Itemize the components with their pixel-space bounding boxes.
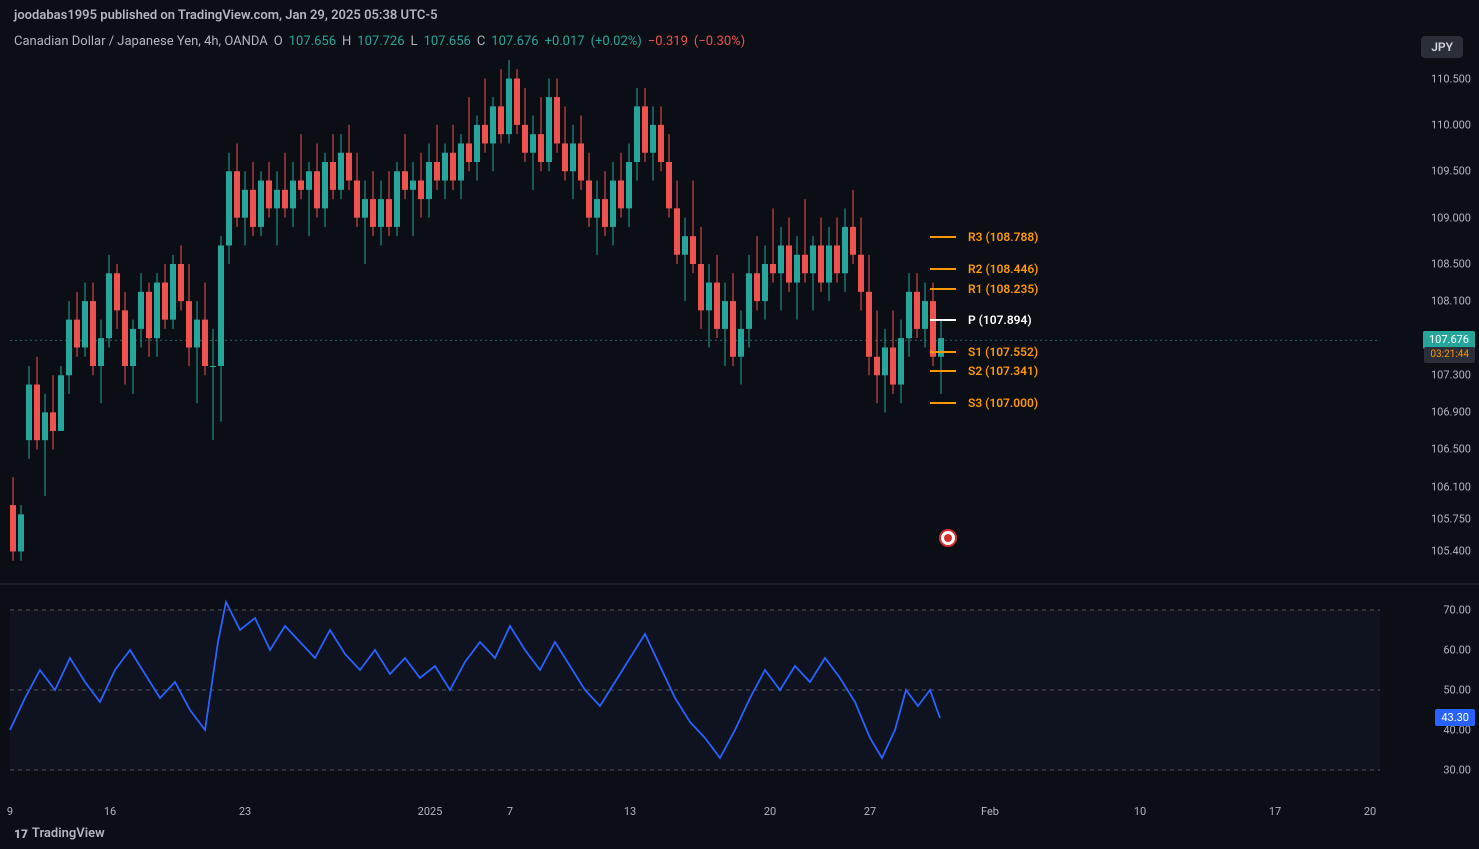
ohlc-o: 107.656 xyxy=(289,34,336,49)
chart-container[interactable] xyxy=(0,30,1479,849)
ohlc-c: 107.676 xyxy=(491,34,538,49)
price-axis-label: 110.500 xyxy=(1431,72,1471,85)
countdown-tag: 03:21:44 xyxy=(1424,347,1475,363)
pivot-label: S1 (107.552) xyxy=(968,345,1038,359)
time-axis-label: 2025 xyxy=(418,805,443,818)
time-axis-label: 20 xyxy=(1364,805,1376,818)
chart-svg xyxy=(0,30,1479,849)
ohlc-c-label: C xyxy=(477,34,485,49)
rsi-axis-label: 50.00 xyxy=(1443,684,1471,697)
publish-text: joodabas1995 published on TradingView.co… xyxy=(14,8,438,23)
pivot-tick xyxy=(930,370,956,372)
current-price-tag: 107.676 xyxy=(1423,331,1475,348)
price-axis-label: 108.500 xyxy=(1431,258,1471,271)
pivot-label: R2 (108.446) xyxy=(968,262,1038,276)
change-abs: +0.017 xyxy=(545,34,585,49)
change2-abs: −0.319 xyxy=(648,34,688,49)
chart-legend: Canadian Dollar / Japanese Yen, 4h, OAND… xyxy=(14,34,745,49)
footer-brand: 17 TradingView xyxy=(14,826,105,841)
symbol-name: Canadian Dollar / Japanese Yen, 4h, OAND… xyxy=(14,34,268,49)
change2-pct: (−0.30%) xyxy=(694,34,745,49)
ohlc-l: 107.656 xyxy=(424,34,471,49)
event-marker-icon[interactable] xyxy=(939,529,957,547)
time-axis-label: 17 xyxy=(1269,805,1281,818)
price-axis-label: 106.500 xyxy=(1431,443,1471,456)
pivot-label: P (107.894) xyxy=(968,313,1032,327)
publish-header: joodabas1995 published on TradingView.co… xyxy=(0,0,1479,31)
time-axis-label: Feb xyxy=(981,805,999,818)
pivot-tick xyxy=(930,288,956,290)
rsi-value-tag: 43.30 xyxy=(1435,709,1475,726)
pivot-tick xyxy=(930,402,956,404)
tv-logo-icon: 17 xyxy=(14,827,28,841)
ohlc-l-label: L xyxy=(411,34,418,49)
currency-badge[interactable]: JPY xyxy=(1421,36,1463,58)
pivot-label: S2 (107.341) xyxy=(968,364,1038,378)
pivot-label: R1 (108.235) xyxy=(968,282,1038,296)
price-axis-label: 107.300 xyxy=(1431,369,1471,382)
pivot-tick xyxy=(930,236,956,238)
brand-text: TradingView xyxy=(32,826,105,841)
rsi-axis-label: 70.00 xyxy=(1443,604,1471,617)
rsi-axis-label: 30.00 xyxy=(1443,764,1471,777)
price-axis-label: 106.100 xyxy=(1431,480,1471,493)
ohlc-o-label: O xyxy=(274,34,283,49)
time-axis-label: 7 xyxy=(507,805,513,818)
price-axis-label: 106.900 xyxy=(1431,406,1471,419)
time-axis-label: 9 xyxy=(7,805,13,818)
rsi-axis-label: 60.00 xyxy=(1443,644,1471,657)
price-axis-label: 105.750 xyxy=(1431,513,1471,526)
time-axis-label: 23 xyxy=(239,805,251,818)
change-pct: (+0.02%) xyxy=(591,34,642,49)
ohlc-h-label: H xyxy=(342,34,351,49)
time-axis-label: 16 xyxy=(104,805,116,818)
time-axis-label: 27 xyxy=(864,805,876,818)
pivot-label: R3 (108.788) xyxy=(968,230,1038,244)
pivot-tick xyxy=(930,268,956,270)
price-axis-label: 109.500 xyxy=(1431,165,1471,178)
pivot-tick xyxy=(930,351,956,353)
price-axis-label: 109.000 xyxy=(1431,211,1471,224)
pivot-tick xyxy=(930,319,956,321)
price-axis-label: 105.400 xyxy=(1431,545,1471,558)
time-axis-label: 13 xyxy=(624,805,636,818)
price-axis-label: 110.000 xyxy=(1431,118,1471,131)
time-axis-label: 20 xyxy=(764,805,776,818)
price-axis-label: 108.100 xyxy=(1431,295,1471,308)
pivot-label: S3 (107.000) xyxy=(968,396,1038,410)
time-axis-label: 10 xyxy=(1134,805,1146,818)
ohlc-h: 107.726 xyxy=(357,34,404,49)
